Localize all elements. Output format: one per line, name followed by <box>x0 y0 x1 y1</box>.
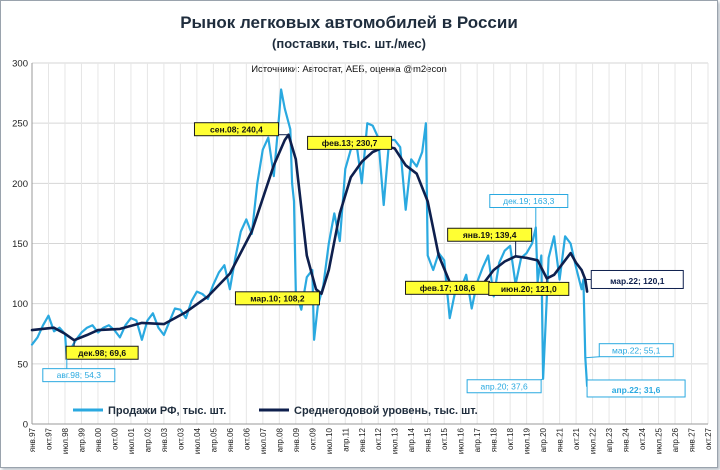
x-tick-label: апр.05 <box>209 427 218 452</box>
x-tick-label: апр.02 <box>143 427 152 452</box>
x-tick-label: июл.07 <box>259 427 268 454</box>
x-tick-label: апр.26 <box>671 427 680 452</box>
annotation-leader <box>585 356 600 359</box>
annotation-blue-big-box <box>586 379 686 398</box>
x-tick-label: июл.16 <box>457 427 466 454</box>
x-tick-label: янв.09 <box>292 427 301 452</box>
x-tick-label: окт.03 <box>176 427 185 449</box>
y-tick-label: 150 <box>12 239 28 250</box>
annotation-yellow-text: сен.08; 240,4 <box>210 124 263 134</box>
x-tick-label: окт.21 <box>572 427 581 449</box>
x-tick-label: окт.06 <box>242 427 251 449</box>
annotation-yellow-box <box>307 135 393 150</box>
x-tick-label: июл.13 <box>391 427 400 454</box>
annotation-yellow-text: фев.13; 230,7 <box>322 138 378 148</box>
x-tick-label: окт.24 <box>638 427 647 449</box>
legend-label-average: Среднегодовой уровень, тыс. шт. <box>294 405 478 417</box>
x-tick-label: янв.03 <box>160 427 169 452</box>
y-tick-label: 50 <box>17 359 28 370</box>
annotation-navy-big-box <box>590 269 684 289</box>
y-axis: 0 50 100 150 200 250 300 <box>12 59 33 431</box>
x-tick-label: окт.00 <box>110 427 119 449</box>
x-tick-label: янв.97 <box>28 427 37 452</box>
annotation-blue-text: авг.98; 54,3 <box>57 370 102 380</box>
chart-subtitle: (поставки, тыс. шт./мес) <box>272 36 426 51</box>
gridlines <box>31 62 709 425</box>
x-tick-label: окт.27 <box>704 427 713 449</box>
x-tick-label: окт.97 <box>44 427 53 449</box>
x-tick-label: апр.11 <box>341 427 350 451</box>
annotation-yellow-text: янв.19; 139,4 <box>463 230 517 240</box>
annotation-blue-box <box>42 368 116 383</box>
x-tick-label: апр.17 <box>473 427 482 452</box>
annotation-yellow-box <box>447 227 533 242</box>
x-tick-label: апр.99 <box>77 427 86 452</box>
x-tick-label: янв.21 <box>556 427 565 452</box>
x-tick-label: янв.18 <box>490 427 499 452</box>
annotation-blue-box <box>598 343 674 358</box>
x-tick-label: апр.23 <box>605 427 614 452</box>
annotation-blue-text: мар.22; 55,1 <box>612 345 661 355</box>
x-tick-label: апр.14 <box>407 427 416 452</box>
series-lines <box>30 88 589 388</box>
annotation-yellow-box <box>193 122 279 137</box>
x-tick-label: янв.06 <box>226 427 235 452</box>
x-tick-label: окт.12 <box>374 427 383 449</box>
annotation-yellow-text: мар.10; 108,2 <box>250 293 305 303</box>
annotation-blue-text: дек.19; 163,3 <box>503 196 554 206</box>
y-tick-label: 250 <box>12 119 28 130</box>
x-tick-label: июл.01 <box>127 427 136 454</box>
x-tick-label: янв.00 <box>94 427 103 452</box>
legend-label-sales: Продажи РФ, тыс. шт. <box>108 405 226 417</box>
x-tick-label: апр.08 <box>275 427 284 452</box>
x-tick-label: июл.10 <box>325 427 334 454</box>
annotation-blue-big-text: апр.22; 31,6 <box>612 385 661 395</box>
annotation-yellow-box <box>234 291 320 306</box>
annotation-blue-box <box>466 379 542 394</box>
x-tick-label: янв.15 <box>424 427 433 452</box>
legend: Продажи РФ, тыс. шт. Среднегодовой урове… <box>73 405 478 417</box>
x-tick-label: июл.25 <box>655 427 664 454</box>
x-tick-label: окт.09 <box>308 427 317 449</box>
x-tick-label: окт.15 <box>440 427 449 449</box>
x-axis: янв.97 окт.97 июл.98 апр.99 янв.00 окт.00 июл.… <box>28 423 713 454</box>
x-tick-label: июл.04 <box>193 427 202 454</box>
y-tick-label: 200 <box>12 179 28 190</box>
annotation-blue-box <box>489 193 569 208</box>
x-tick-label: окт.18 <box>506 427 515 449</box>
x-tick-label: апр.20 <box>539 427 548 452</box>
x-tick-label: июл.19 <box>523 427 532 454</box>
chart-source: Источники: Автостат, АЕБ, оценка @m2econ <box>251 64 447 75</box>
annotation-yellow-text: июн.20; 121,0 <box>501 284 557 294</box>
x-tick-label: янв.27 <box>688 427 697 452</box>
annotation-blue-text: апр.20; 37,6 <box>481 381 528 391</box>
annotation-yellow-text: дек.98; 69,6 <box>78 348 126 358</box>
x-tick-label: янв.24 <box>622 427 631 452</box>
annotation-yellow-box <box>65 345 139 360</box>
annotation-yellow-text: фев.17; 108,6 <box>420 283 476 293</box>
annotation-navy-big-text: мар.22; 120,1 <box>610 276 665 286</box>
chart-title: Рынок легковых автомобилей в России <box>180 13 518 32</box>
x-tick-label: июл.98 <box>61 427 70 454</box>
x-tick-label: янв.12 <box>358 427 367 452</box>
y-tick-label: 100 <box>12 299 28 310</box>
y-tick-label: 300 <box>12 59 28 70</box>
annotation-yellow-box <box>488 281 570 296</box>
annotations: сен.08; 240,4 фев.13; 230,7 мар.10; 108,2 ф… <box>42 122 686 398</box>
y-tick-label: 0 <box>23 420 28 431</box>
series-line-average <box>30 133 589 342</box>
x-tick-label: июл.22 <box>589 427 598 454</box>
